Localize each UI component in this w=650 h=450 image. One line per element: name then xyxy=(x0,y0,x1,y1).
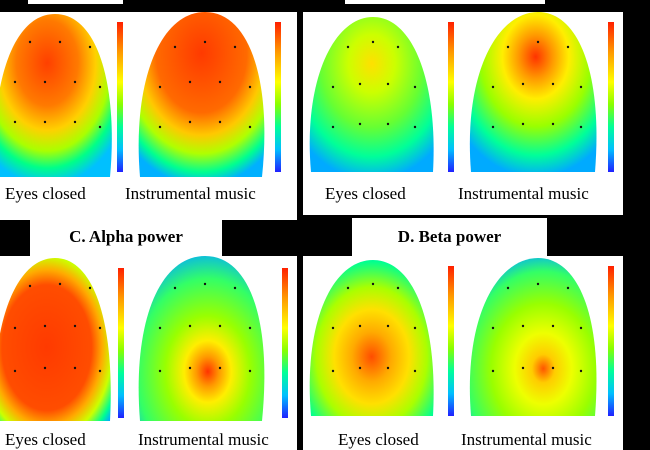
head-map-instrumental xyxy=(469,258,597,416)
panel-d-maps xyxy=(309,258,614,416)
caption-d-eyes-closed: Eyes closed xyxy=(338,430,419,449)
caption-b-eyes-closed: Eyes closed xyxy=(325,184,406,203)
color-scale-right xyxy=(608,22,614,172)
title-beta-power: D. Beta power xyxy=(352,218,547,256)
caption-c-instrumental: Instrumental music xyxy=(138,430,269,449)
head-map-eyes-closed xyxy=(0,14,112,177)
panel-b-maps xyxy=(309,12,614,172)
panel-c-maps xyxy=(0,256,288,421)
head-map-instrumental xyxy=(138,12,265,177)
top-tab-left xyxy=(28,0,123,4)
caption-c-eyes-closed: Eyes closed xyxy=(5,430,86,449)
title-alpha-power: C. Alpha power xyxy=(30,218,222,256)
color-scale-right xyxy=(282,268,288,418)
caption-b-instrumental: Instrumental music xyxy=(458,184,589,203)
head-map-instrumental xyxy=(469,12,597,172)
color-scale-right xyxy=(275,22,281,172)
head-map-instrumental xyxy=(138,256,265,421)
panel-c: Eyes closed Instrumental music xyxy=(0,256,297,450)
head-map-eyes-closed xyxy=(309,260,434,416)
top-tab-right xyxy=(345,0,545,4)
panel-b: Eyes closed Instrumental music xyxy=(303,12,623,215)
caption-a-eyes-closed: Eyes closed xyxy=(5,184,86,203)
color-scale-left xyxy=(118,268,124,418)
panel-a-maps xyxy=(0,12,281,177)
color-scale-left xyxy=(117,22,123,172)
head-map-eyes-closed xyxy=(0,258,111,421)
panel-a: Eyes closed Instrumental music xyxy=(0,12,297,220)
head-map-eyes-closed xyxy=(309,17,434,172)
caption-a-instrumental: Instrumental music xyxy=(125,184,256,203)
caption-d-instrumental: Instrumental music xyxy=(461,430,592,449)
color-scale-right xyxy=(608,266,614,416)
color-scale-left xyxy=(448,266,454,416)
panel-d: Eyes closed Instrumental music xyxy=(303,256,623,450)
color-scale-left xyxy=(448,22,454,172)
